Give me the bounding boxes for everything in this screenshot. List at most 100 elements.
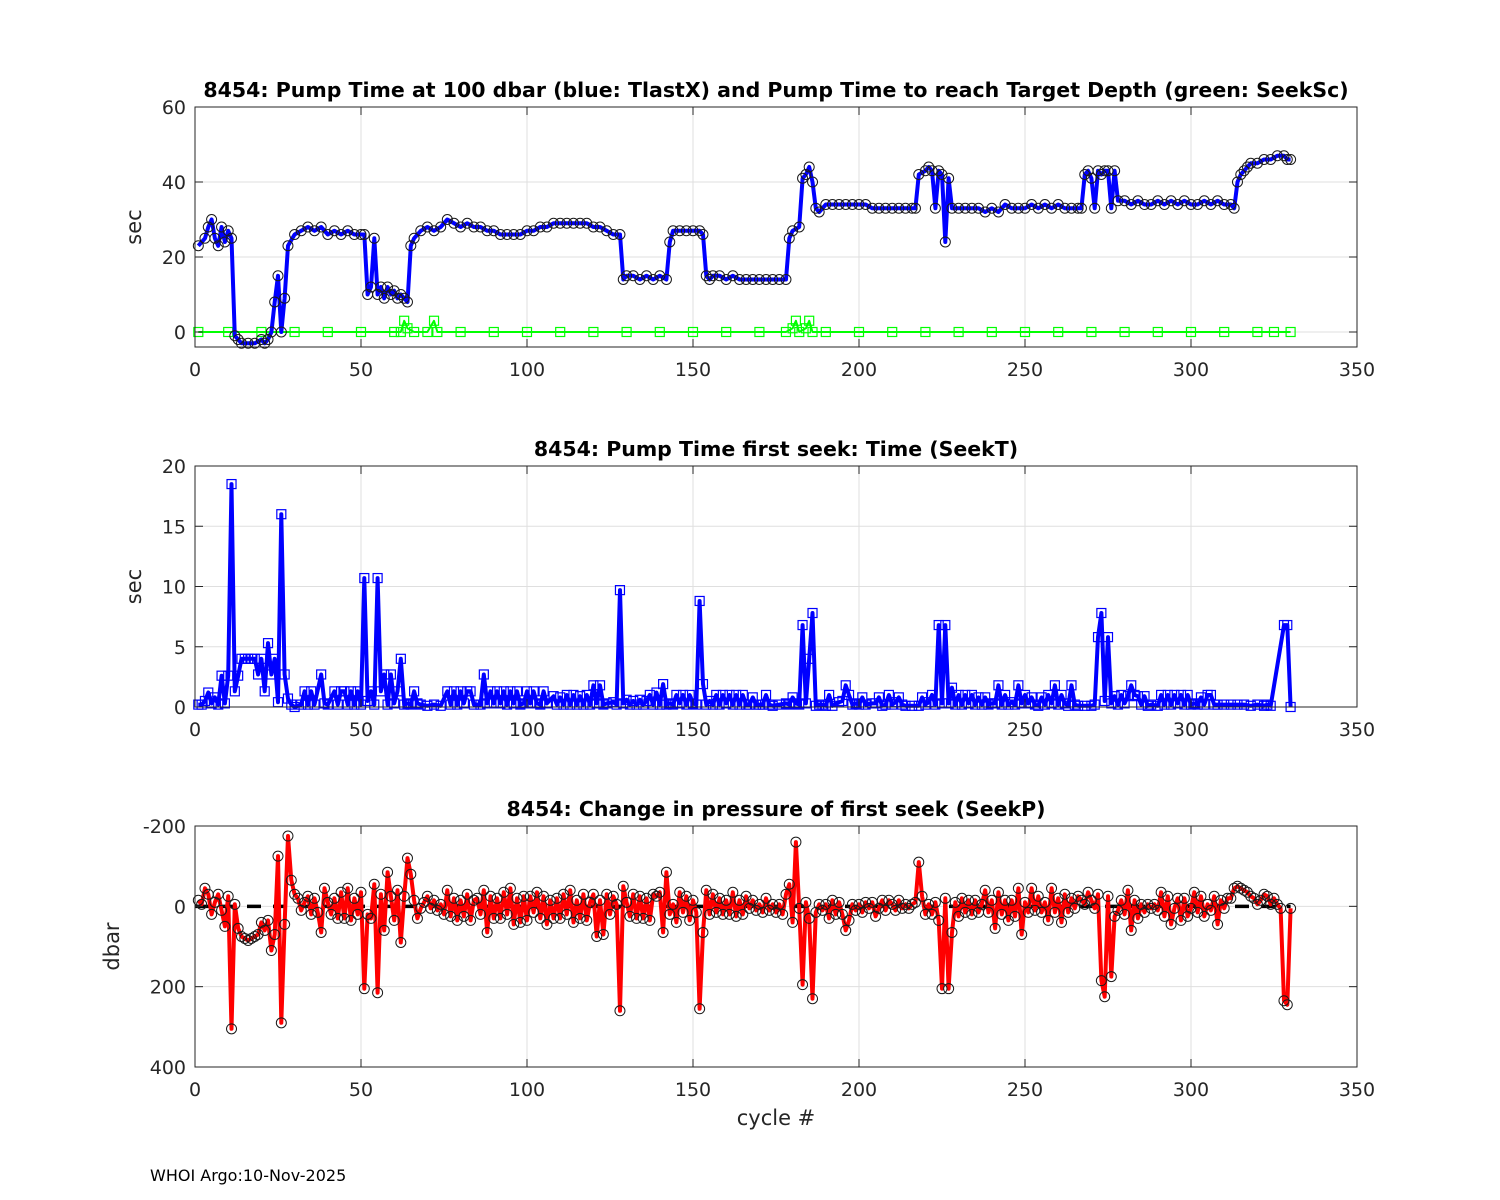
data-point-seekt — [1195, 692, 1207, 703]
data-point-tlastx — [733, 274, 745, 285]
data-point-seekp — [999, 894, 1011, 906]
data-point-tlastx — [674, 225, 686, 237]
data-point-tlastx — [216, 221, 228, 233]
data-point-seekp — [976, 898, 988, 910]
data-point-seekp — [773, 898, 785, 910]
data-point-tlastx — [660, 274, 672, 285]
data-point-seekp — [747, 894, 759, 906]
series-line-seekp — [196, 834, 1293, 1031]
data-point-seekp — [518, 890, 530, 902]
data-point-tlastx — [747, 274, 759, 285]
data-point-seekp — [435, 898, 447, 910]
data-point-seekp — [295, 904, 307, 916]
data-point-seekp — [1175, 914, 1187, 926]
data-point-seekp — [561, 908, 573, 920]
data-point-tlastx — [415, 225, 427, 237]
data-point-seekp — [1026, 882, 1038, 894]
data-point-seekp — [411, 912, 423, 924]
data-point-tlastx — [880, 202, 892, 214]
x-tick-label: 250 — [1007, 359, 1043, 381]
series-line-seekt — [198, 482, 1293, 709]
data-point-seekp — [1245, 890, 1257, 902]
data-point-tlastx — [581, 217, 593, 229]
data-point-seekp — [740, 890, 752, 902]
data-point-tlastx — [548, 217, 560, 229]
data-point-seekt — [1063, 700, 1074, 711]
data-point-seekt — [1225, 699, 1236, 710]
data-point-seekp — [919, 908, 931, 920]
data-point-seeksc — [1086, 326, 1097, 338]
data-point-tlastx — [1006, 202, 1018, 214]
data-point-seekp — [1016, 928, 1028, 940]
data-point-tlastx — [617, 274, 629, 285]
y-tick-label: 15 — [162, 516, 186, 538]
x-tick-label: 350 — [1339, 1079, 1375, 1101]
data-point-tlastx — [328, 225, 340, 237]
data-point-tlastx — [262, 334, 274, 345]
data-point-tlastx — [1046, 202, 1058, 214]
data-point-seekt — [1112, 699, 1124, 710]
data-point-tlastx — [1165, 195, 1177, 207]
data-point-seekp — [737, 908, 749, 920]
data-point-seekt — [827, 700, 838, 711]
data-point-seekt — [999, 689, 1011, 701]
data-point-seekp — [969, 894, 981, 906]
data-point-seekp — [1119, 908, 1131, 920]
data-point-seekt — [369, 699, 380, 710]
data-point-seekp — [724, 908, 736, 920]
data-point-seekt — [375, 686, 387, 697]
data-point-seekt — [1096, 607, 1107, 619]
chart-title: 8454: Pump Time at 100 dbar (blue: Tlast… — [203, 78, 1348, 102]
data-point-seekp — [511, 892, 523, 904]
data-point-seekp — [963, 894, 975, 906]
data-point-seekt — [724, 689, 735, 701]
data-point-seekt — [511, 686, 523, 697]
data-point-seekp — [1235, 882, 1247, 894]
data-point-seekp — [206, 908, 218, 920]
data-point-seeksc — [804, 315, 815, 326]
data-point-seekt — [804, 653, 815, 664]
data-point-seekp — [750, 904, 762, 916]
data-point-seekp — [1049, 906, 1061, 918]
x-tick-label: 100 — [509, 1079, 545, 1101]
data-point-seekp — [1195, 890, 1207, 902]
data-point-seekp — [388, 914, 400, 926]
data-point-seeksc — [1053, 326, 1064, 338]
data-point-seekp — [1261, 890, 1273, 902]
data-point-tlastx — [714, 270, 726, 282]
data-point-seekt — [299, 686, 310, 697]
data-point-seekp — [1155, 886, 1167, 898]
data-point-seekp — [425, 902, 437, 914]
data-point-seekp — [1069, 902, 1081, 914]
data-point-seekt — [279, 669, 290, 680]
x-tick-label: 150 — [675, 1079, 711, 1101]
data-point-seekt — [654, 699, 665, 710]
data-point-seeksc — [432, 326, 443, 338]
data-point-seekp — [538, 890, 550, 902]
data-point-seekp — [627, 888, 639, 900]
x-tick-label: 300 — [1173, 719, 1209, 741]
data-point-seekp — [923, 898, 935, 910]
data-point-seekp — [677, 906, 689, 918]
data-point-seekt — [824, 689, 835, 701]
data-point-seekt — [714, 699, 725, 710]
data-point-tlastx — [647, 274, 659, 285]
data-point-seekp — [1238, 884, 1250, 896]
data-point-seekp — [471, 892, 483, 904]
data-point-seekt — [940, 619, 951, 631]
data-point-seekp — [564, 884, 576, 896]
data-point-seekt — [860, 699, 871, 710]
data-point-seekp — [325, 908, 337, 920]
data-point-tlastx — [232, 334, 244, 345]
data-point-tlastx — [1032, 202, 1044, 214]
data-point-tlastx — [807, 176, 819, 188]
data-point-tlastx — [398, 292, 410, 304]
data-point-seekp — [943, 983, 955, 995]
data-point-seekp — [704, 908, 716, 920]
data-point-seekp — [209, 896, 221, 908]
data-point-seeksc — [621, 326, 632, 338]
data-point-seekp — [494, 912, 506, 924]
data-point-seekt — [694, 595, 705, 607]
data-point-seekt — [843, 689, 855, 701]
